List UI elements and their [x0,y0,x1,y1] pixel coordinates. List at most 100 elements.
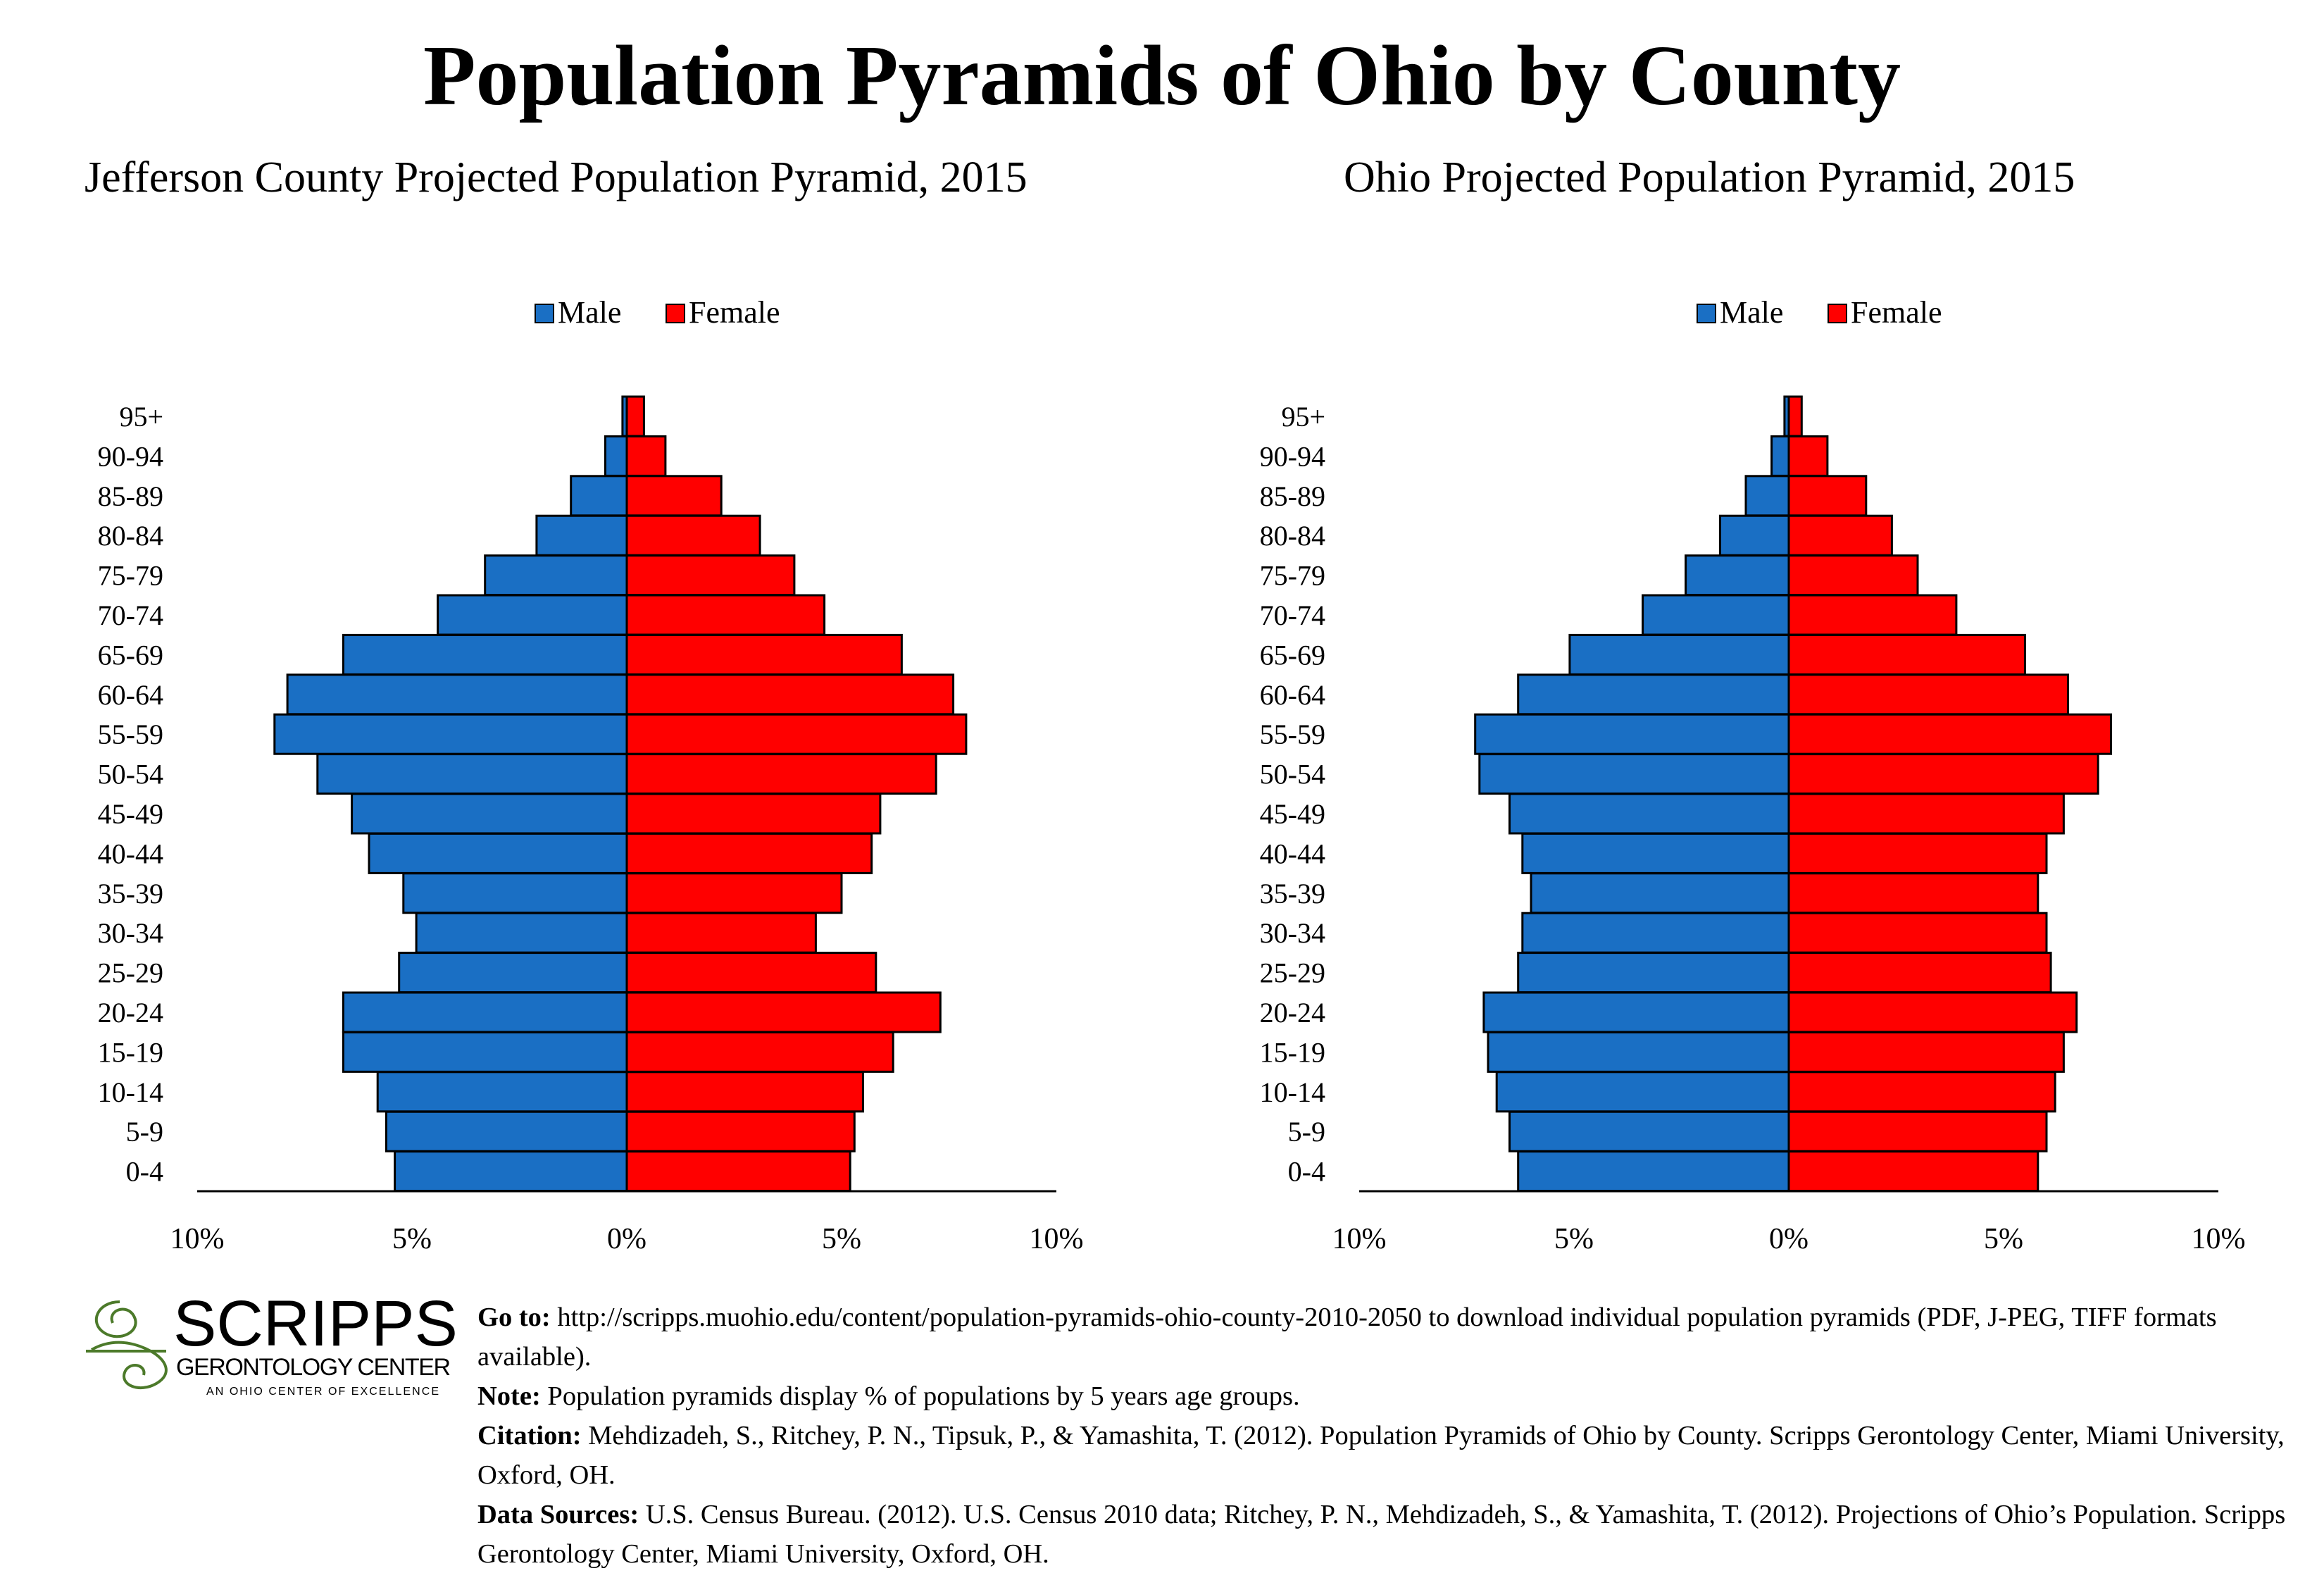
legend-label-male: Male [558,295,621,330]
category-label-75-79: 75-79 [98,560,163,592]
bar-female-50-54 [625,753,937,795]
x-tick-label: 10% [170,1223,225,1254]
logo-name: SCRIPPS [173,1288,456,1360]
bar-female-30-34 [625,912,817,954]
bar-female-50-54 [1787,753,2099,795]
x-tick-label: 5% [822,1223,861,1254]
bar-female-35-39 [1787,872,2039,914]
logo-subtitle: GERONTOLOGY CENTER [176,1354,451,1381]
bar-female-0-4 [625,1150,851,1193]
notes-block: Go to: http://scripps.muohio.edu/content… [477,1298,2309,1574]
bar-female-40-44 [625,832,873,874]
bar-male-10-14 [376,1071,628,1113]
note-text: Population pyramids display % of populat… [540,1381,1300,1411]
x-tick-label: 0% [1769,1223,1808,1254]
bar-female-80-84 [1787,514,1893,557]
bar-female-70-74 [1787,594,1958,636]
method-note: Note: Population pyramids display % of p… [477,1381,1300,1411]
bar-female-85-89 [625,475,723,517]
category-label-70-74: 70-74 [1260,599,1325,631]
legend-swatch-female [666,304,685,323]
category-label-0-4: 0-4 [1288,1156,1325,1188]
legend-swatch-female [1828,304,1847,323]
bar-female-5-9 [625,1110,856,1152]
category-label-70-74: 70-74 [98,599,163,631]
x-tick-label: 5% [392,1223,432,1254]
bar-male-35-39 [402,872,628,914]
x-tick-label: 10% [2192,1223,2246,1254]
category-label-65-69: 65-69 [1260,639,1325,671]
category-label-0-4: 0-4 [126,1156,163,1188]
category-label-85-89: 85-89 [98,480,163,512]
bar-female-30-34 [1787,912,2048,954]
bar-male-85-89 [570,475,628,517]
goto-text: http://scripps.muohio.edu/content/popula… [477,1303,2217,1372]
bar-male-25-29 [398,952,628,994]
bar-male-60-64 [1517,673,1790,716]
bar-female-40-44 [1787,832,2048,874]
category-label-25-29: 25-29 [1260,957,1325,989]
bar-female-65-69 [1787,633,2026,676]
bar-male-50-54 [1478,753,1790,795]
pyramid-chart-ohio: Male Female 0-4 5-9 10-14 15-19 20-24 25-29 30-3… [1260,295,2246,1254]
bar-female-45-49 [625,792,882,835]
bar-female-95+ [1787,395,1803,437]
category-label-60-64: 60-64 [1260,679,1325,711]
bar-female-75-79 [1787,554,1919,597]
bar-male-45-49 [351,792,628,835]
legend-label-female: Female [689,295,780,330]
bar-female-85-89 [1787,475,1868,517]
bar-female-75-79 [625,554,796,597]
chart-title-jefferson: Jefferson County Projected Population Py… [85,154,1027,201]
category-label-35-39: 35-39 [98,878,163,909]
x-tick-label: 5% [1984,1223,2023,1254]
category-label-45-49: 45-49 [1260,798,1325,830]
bar-male-70-74 [1642,594,1790,636]
bar-male-80-84 [535,514,628,557]
bar-female-35-39 [625,872,843,914]
category-label-90-94: 90-94 [98,440,163,472]
bar-male-15-19 [1487,1031,1790,1073]
bar-male-30-34 [1521,912,1790,954]
chart-title-ohio: Ohio Projected Population Pyramid, 2015 [1344,154,2075,201]
bar-male-85-89 [1744,475,1790,517]
bar-female-90-94 [1787,435,1829,477]
category-label-50-54: 50-54 [1260,759,1325,790]
bar-male-55-59 [1474,713,1790,755]
bar-male-15-19 [342,1031,628,1073]
sources-text: U.S. Census Bureau. (2012). U.S. Census … [477,1500,2286,1569]
x-tick-label: 5% [1554,1223,1594,1254]
bar-female-10-14 [1787,1071,2056,1113]
category-label-25-29: 25-29 [98,957,163,989]
bar-female-70-74 [625,594,826,636]
category-label-85-89: 85-89 [1260,480,1325,512]
bar-female-55-59 [1787,713,2112,755]
bar-female-5-9 [1787,1110,2048,1152]
bar-male-65-69 [342,633,628,676]
bar-male-55-59 [273,713,628,755]
legend-swatch-male [535,304,554,323]
bar-male-70-74 [437,594,628,636]
bar-male-45-49 [1508,792,1790,835]
bar-female-45-49 [1787,792,2065,835]
pyramid-chart-jefferson: Male Female 0-4 5-9 10-14 15-19 20-24 25-29 30-3… [98,295,1084,1254]
category-label-75-79: 75-79 [1260,560,1325,592]
category-label-35-39: 35-39 [1260,878,1325,909]
bar-female-25-29 [625,952,877,994]
page-title: Population Pyramids of Ohio by County [423,28,1901,123]
bar-female-60-64 [1787,673,2069,716]
bar-female-10-14 [625,1071,864,1113]
category-label-80-84: 80-84 [98,520,163,552]
category-label-5-9: 5-9 [126,1116,163,1148]
legend-label-female: Female [1851,295,1942,330]
category-label-95+: 95+ [1281,401,1325,433]
bar-male-5-9 [1508,1110,1790,1152]
category-label-55-59: 55-59 [98,719,163,750]
bar-male-60-64 [286,673,628,716]
category-label-40-44: 40-44 [1260,838,1325,869]
category-label-30-34: 30-34 [98,917,163,949]
category-label-80-84: 80-84 [1260,520,1325,552]
bar-male-20-24 [342,991,628,1033]
legend-swatch-male [1697,304,1716,323]
bar-female-25-29 [1787,952,2052,994]
